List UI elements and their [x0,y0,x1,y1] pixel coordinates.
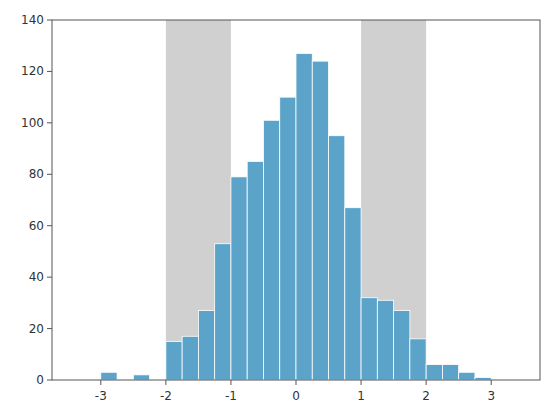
y-tick [47,122,52,123]
histogram-bar [101,372,117,380]
y-tick [47,380,52,381]
histogram-bar [361,298,377,380]
histogram-bar [231,177,247,380]
x-tick [100,380,101,385]
histogram-bar [459,372,475,380]
y-tick [47,174,52,175]
plot-area [101,20,491,380]
y-tick-label: 80 [29,167,44,181]
y-tick [47,225,52,226]
y-tick-label: 40 [29,270,44,284]
histogram-bar [345,208,361,380]
histogram-bar [247,161,263,380]
y-tick-label: 120 [21,64,44,78]
y-tick [47,328,52,329]
x-tick-label: -1 [225,389,237,403]
histogram-bar [442,365,458,380]
y-tick-label: 140 [21,13,44,27]
y-tick-label: 20 [29,322,44,336]
x-tick-label: 2 [422,389,430,403]
histogram-bar [263,120,279,380]
x-tick-label: -2 [160,389,172,403]
x-tick-label: 0 [292,389,300,403]
y-tick [47,71,52,72]
histogram-bar [215,244,231,380]
x-tick [426,380,427,385]
y-tick [47,277,52,278]
x-tick [361,380,362,385]
histogram-bar [166,341,182,380]
x-tick [296,380,297,385]
histogram-bar [329,136,345,380]
histogram-bar [182,336,198,380]
histogram-bar [410,339,426,380]
y-tick-label: 100 [21,116,44,130]
x-tick-label: 3 [487,389,495,403]
histogram-bar [280,97,296,380]
x-tick [491,380,492,385]
histogram-bar [198,311,214,380]
shaded-region [166,20,231,380]
histogram-bar [296,53,312,380]
x-tick-label: 1 [357,389,365,403]
histogram-bar [133,375,149,380]
histogram-bar [394,311,410,380]
shaded-region [361,20,426,380]
x-tick [165,380,166,385]
x-tick [230,380,231,385]
x-tick-label: -3 [95,389,107,403]
plot-frame [52,20,540,380]
y-tick-label: 0 [36,373,44,387]
y-tick [47,20,52,21]
chart: -3 -2 -1 0 1 2 3 0 20 40 60 80 100 120 140 [0,0,560,420]
histogram-bar [377,300,393,380]
histogram-bar [426,365,442,380]
histogram-bar [312,61,328,380]
y-tick-label: 60 [29,219,44,233]
